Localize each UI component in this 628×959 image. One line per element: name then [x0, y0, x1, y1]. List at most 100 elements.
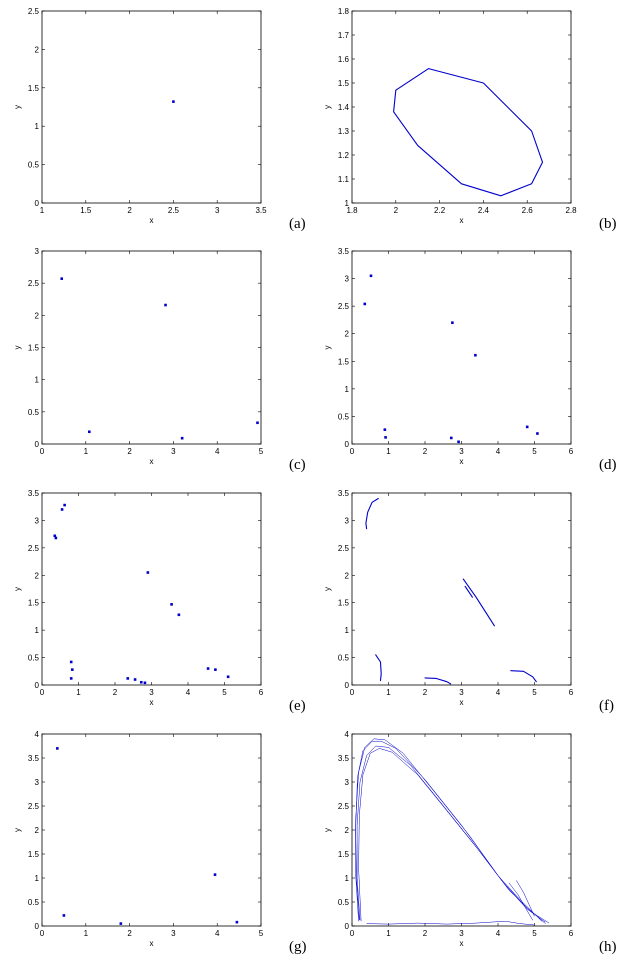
y-axis-label: y: [323, 828, 332, 832]
x-tick-label: 3: [459, 688, 464, 697]
x-tick-label: 4: [186, 688, 191, 697]
data-point: [62, 914, 66, 917]
data-curve: [365, 497, 379, 530]
x-tick-label: 3: [171, 447, 176, 456]
x-tick-label: 1: [84, 447, 89, 456]
data-point: [70, 668, 74, 671]
panel-label: (d): [599, 457, 617, 473]
data-point: [384, 436, 387, 439]
y-axis-label: y: [323, 346, 332, 350]
y-tick-label: 0.5: [338, 654, 350, 663]
panel-label: (g): [289, 939, 307, 955]
data-point: [69, 677, 73, 680]
y-tick-label: 1: [35, 376, 40, 385]
x-tick-label: 2.6: [522, 206, 534, 215]
x-tick-label: 2: [113, 688, 118, 697]
x-tick-label: 2: [394, 206, 399, 215]
y-tick-label: 4: [35, 730, 40, 739]
y-tick-label: 1.2: [338, 151, 350, 160]
data-point: [177, 613, 181, 617]
data-point: [172, 100, 175, 103]
data-point: [525, 425, 529, 429]
y-tick-label: 0.5: [28, 898, 40, 907]
y-tick-label: 0: [35, 199, 40, 208]
subplot-2: 1.8 2 2.2 2.4 2.6 2.8 1 1.1 1.2 1.3 1.4 1.5 1.6 1.7 1.…: [323, 7, 617, 232]
y-tick-label: 1.5: [28, 599, 40, 608]
y-tick-label: 0: [35, 440, 40, 449]
data-curve: [355, 738, 546, 924]
x-tick-label: 5: [532, 929, 537, 938]
y-axis-label: y: [13, 828, 22, 832]
subplot-7: 0 1 2 3 4 5 0 0.5 1 1.5 2 2.5 3 3.5 4 x y (g): [13, 730, 307, 955]
x-tick-label: 0: [40, 688, 45, 697]
subplot-1: 1 1.5 2 2.5 3 3.5 0 0.5 1 1.5 2 2.5 x y (a): [13, 7, 306, 232]
x-axis-label: x: [460, 457, 464, 466]
y-tick-label: 1.5: [338, 850, 350, 859]
x-tick-label: 1: [386, 929, 391, 938]
y-tick-label: 0: [35, 681, 40, 690]
x-tick-label: 2: [127, 447, 132, 456]
data-point: [214, 668, 217, 671]
data-curve: [462, 578, 495, 627]
x-axis-label: x: [460, 216, 464, 225]
panel-label: (f): [599, 698, 614, 714]
data-point: [170, 603, 173, 606]
x-tick-label: 0: [350, 929, 355, 938]
y-tick-label: 1: [345, 626, 350, 635]
x-tick-label: 2: [127, 206, 132, 215]
data-curve: [393, 68, 544, 197]
x-tick-label: 4: [215, 447, 220, 456]
y-tick-label: 1.5: [28, 850, 40, 859]
y-tick-label: 1: [35, 626, 40, 635]
x-tick-label: 5: [532, 688, 537, 697]
data-curve: [424, 677, 452, 685]
data-curve: [355, 740, 542, 922]
x-axis-label: x: [150, 216, 154, 225]
data-point: [143, 681, 147, 685]
data-point: [119, 922, 123, 925]
data-point: [54, 536, 58, 540]
x-tick-label: 6: [259, 688, 264, 697]
data-point: [256, 421, 259, 425]
plot-frame: [41, 733, 262, 927]
x-tick-label: 3: [459, 929, 464, 938]
data-curve: [358, 748, 550, 924]
y-tick-label: 1: [35, 122, 40, 131]
x-tick-label: 3.5: [255, 206, 267, 215]
y-tick-label: 2: [345, 330, 350, 339]
x-axis-label: x: [150, 698, 154, 707]
data-point: [457, 440, 460, 444]
y-tick-label: 1.5: [28, 84, 40, 93]
y-tick-label: 3: [35, 778, 40, 787]
y-tick-label: 1.3: [338, 127, 350, 136]
y-axis-label: y: [13, 105, 22, 109]
data-point: [383, 428, 387, 431]
data-point: [63, 503, 66, 507]
x-tick-label: 1.5: [80, 206, 92, 215]
y-tick-label: 3: [35, 247, 40, 256]
data-curve: [375, 654, 382, 682]
x-tick-label: 0: [40, 447, 45, 456]
y-tick-label: 3: [35, 516, 40, 525]
data-point: [139, 680, 143, 684]
data-point: [451, 321, 454, 324]
plot-frame: [41, 250, 262, 445]
data-point: [133, 678, 137, 681]
data-point: [213, 873, 217, 876]
x-tick-label: 0: [350, 447, 355, 456]
y-axis-label: y: [323, 587, 332, 591]
data-point: [449, 436, 453, 440]
data-point: [164, 303, 167, 307]
x-tick-label: 2.8: [565, 206, 577, 215]
data-point: [53, 534, 57, 538]
data-point: [226, 675, 230, 679]
x-tick-label: 3: [459, 447, 464, 456]
data-point: [69, 660, 73, 664]
panel-label: (b): [599, 216, 617, 232]
y-tick-label: 0: [35, 922, 40, 931]
y-tick-label: 2: [35, 311, 40, 320]
data-point: [88, 430, 91, 434]
x-axis-label: x: [150, 457, 154, 466]
data-point: [126, 677, 130, 680]
y-tick-label: 1.5: [338, 599, 350, 608]
